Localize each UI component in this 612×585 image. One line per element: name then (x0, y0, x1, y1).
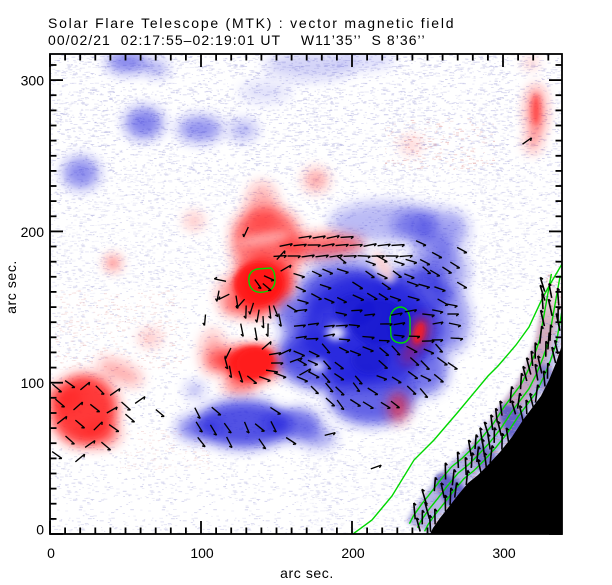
svg-text:Solar Flare Telescope (MTK) :: Solar Flare Telescope (MTK) : vector mag… (48, 15, 455, 31)
svg-text:100: 100 (190, 545, 214, 561)
svg-text:arc sec.: arc sec. (3, 260, 19, 314)
svg-text:00/02/21 02:17:55–02:19:01 UT: 00/02/21 02:17:55–02:19:01 UT W11’35’’ S… (48, 32, 426, 48)
svg-text:300: 300 (21, 73, 45, 89)
svg-text:300: 300 (492, 545, 516, 561)
svg-text:0: 0 (36, 521, 44, 537)
svg-text:200: 200 (21, 224, 45, 240)
svg-text:0: 0 (47, 545, 55, 561)
svg-text:200: 200 (341, 545, 365, 561)
svg-text:arc sec.: arc sec. (280, 565, 334, 581)
svg-text:100: 100 (21, 375, 45, 391)
